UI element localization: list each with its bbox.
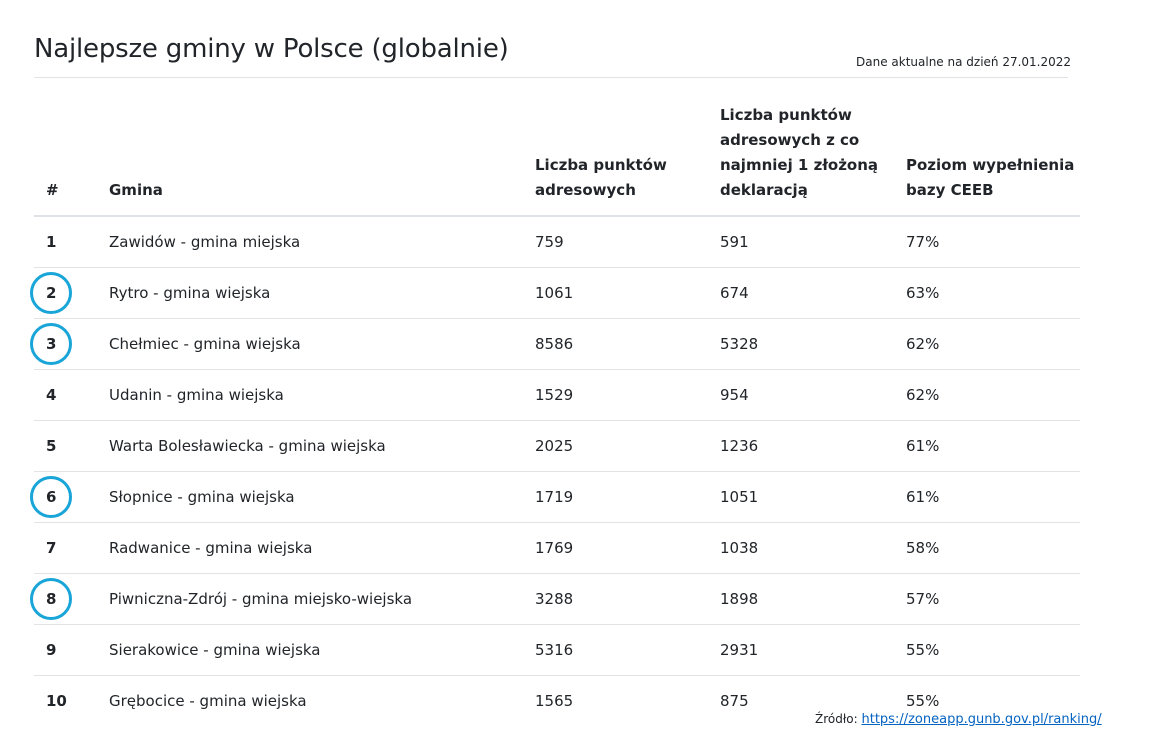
fill-level-cell: 77% <box>906 216 1080 268</box>
with-declaration-cell: 5328 <box>720 318 906 370</box>
name-cell: Zawidów - gmina miejska <box>109 216 535 268</box>
rank-number: 5 <box>46 437 57 455</box>
table-row: 5 Warta Bolesławiecka - gmina wiejska 2025… <box>34 420 1080 472</box>
fill-level-cell: 61% <box>906 420 1080 472</box>
fill-level-cell: 57% <box>906 573 1080 625</box>
rank-cell: 8 <box>30 573 109 625</box>
name-cell: Rytro - gmina wiejska <box>109 267 535 319</box>
fill-level-cell: 55% <box>906 692 940 710</box>
table-row: 1 Zawidów - gmina miejska 759 591 77% <box>34 216 1080 268</box>
fill-level-cell: 62% <box>906 318 1080 370</box>
name-cell: Grębocice - gmina wiejska <box>109 692 307 710</box>
name-cell: Warta Bolesławiecka - gmina wiejska <box>109 420 535 472</box>
table-row: 6 Słopnice - gmina wiejska 1719 1051 61% <box>30 471 1080 523</box>
with-declaration-cell: 1236 <box>720 420 906 472</box>
rank-cell: 4 <box>34 369 109 421</box>
highlight-circle <box>30 578 72 620</box>
table-row: 7 Radwanice - gmina wiejska 1769 1038 58% <box>34 522 1080 574</box>
with-declaration-cell: 2931 <box>720 624 906 676</box>
rank-cell: 1 <box>34 216 109 268</box>
table-header-row: # Gmina Liczba punktów adresowych Liczba… <box>34 80 1080 217</box>
rank-cell: 3 <box>30 318 109 370</box>
page-title: Najlepsze gminy w Polsce (globalnie) <box>34 34 509 64</box>
rank-cell: 2 <box>30 267 109 319</box>
table-row: 3 Chełmiec - gmina wiejska 8586 5328 62% <box>30 318 1080 370</box>
with-declaration-cell: 875 <box>720 692 749 710</box>
highlight-circle <box>30 272 72 314</box>
column-header-rank: # <box>34 80 109 217</box>
data-date-note: Dane aktualne na dzień 27.01.2022 <box>856 55 1072 69</box>
name-cell: Chełmiec - gmina wiejska <box>109 318 535 370</box>
rank-number: 6 <box>46 488 57 506</box>
highlight-circle <box>30 323 72 365</box>
address-points-cell: 2025 <box>535 420 720 472</box>
column-header-fill-level: Poziom wypełnienia bazy CEEB <box>906 80 1080 217</box>
address-points-cell: 5316 <box>535 624 720 676</box>
table-row: 4 Udanin - gmina wiejska 1529 954 62% <box>34 369 1080 421</box>
ranking-table-body: 1 Zawidów - gmina miejska 759 591 77% 2 Rytro … <box>30 216 1080 727</box>
with-declaration-cell: 1051 <box>720 471 906 523</box>
with-declaration-cell: 1038 <box>720 522 906 574</box>
rank-number: 8 <box>46 590 57 608</box>
rank-number: 10 <box>46 692 67 710</box>
column-header-address-points: Liczba punktów adresowych <box>535 80 720 217</box>
rank-number: 2 <box>46 284 57 302</box>
rank-cell: 5 <box>34 420 109 472</box>
table-row: 10 Grębocice - gmina wiejska 1565 875 55% <box>34 676 1080 727</box>
rank-cell: 10 <box>34 676 109 727</box>
ranking-table: # Gmina Liczba punktów adresowych Liczba… <box>30 80 1080 727</box>
fill-level-cell: 55% <box>906 624 1080 676</box>
address-points-cell: 1529 <box>535 369 720 421</box>
rank-number: 1 <box>46 233 57 251</box>
rank-number: 3 <box>46 335 57 353</box>
address-points-cell: 1061 <box>535 267 720 319</box>
column-header-name: Gmina <box>109 80 535 217</box>
source-link[interactable]: https://zoneapp.gunb.gov.pl/ranking/ <box>861 712 1102 727</box>
name-cell: Słopnice - gmina wiejska <box>109 471 535 523</box>
name-cell: Radwanice - gmina wiejska <box>109 522 535 574</box>
column-header-with-declaration: Liczba punktów adresowych z co najmniej … <box>720 80 906 217</box>
rank-cell: 6 <box>30 471 109 523</box>
with-declaration-cell: 591 <box>720 216 906 268</box>
rank-number: 4 <box>46 386 57 404</box>
address-points-cell: 1565 <box>535 692 574 710</box>
name-cell: Udanin - gmina wiejska <box>109 369 535 421</box>
name-cell: Sierakowice - gmina wiejska <box>109 624 535 676</box>
address-points-cell: 8586 <box>535 318 720 370</box>
fill-level-cell: 61% <box>906 471 1080 523</box>
address-points-cell: 759 <box>535 216 720 268</box>
name-cell: Piwniczna-Zdrój - gmina miejsko-wiejska <box>109 573 535 625</box>
rank-number: 7 <box>46 539 57 557</box>
fill-level-cell: 62% <box>906 369 1080 421</box>
with-declaration-cell: 954 <box>720 369 906 421</box>
with-declaration-cell: 1898 <box>720 573 906 625</box>
rank-number: 9 <box>46 641 57 659</box>
highlight-circle <box>30 476 72 518</box>
fill-level-cell: 63% <box>906 267 1080 319</box>
address-points-cell: 1719 <box>535 471 720 523</box>
title-divider <box>34 77 1068 78</box>
table-row: 8 Piwniczna-Zdrój - gmina miejsko-wiejska… <box>30 573 1080 625</box>
table-row: 2 Rytro - gmina wiejska 1061 674 63% <box>30 267 1080 319</box>
table-row: 9 Sierakowice - gmina wiejska 5316 2931 55% <box>34 624 1080 676</box>
rank-cell: 7 <box>34 522 109 574</box>
source-note: Źródło: https://zoneapp.gunb.gov.pl/rank… <box>815 712 1102 727</box>
rank-cell: 9 <box>34 624 109 676</box>
address-points-cell: 1769 <box>535 522 720 574</box>
address-points-cell: 3288 <box>535 573 720 625</box>
source-label: Źródło: <box>815 712 858 726</box>
fill-level-cell: 58% <box>906 522 1080 574</box>
with-declaration-cell: 674 <box>720 267 906 319</box>
